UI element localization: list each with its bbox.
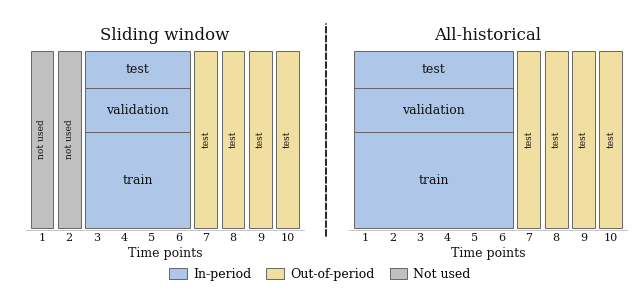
Text: test: test: [579, 131, 588, 148]
X-axis label: Time points: Time points: [451, 247, 525, 260]
Text: test: test: [606, 131, 615, 148]
Text: validation: validation: [402, 104, 465, 117]
Bar: [545, 51, 568, 228]
Text: test: test: [201, 131, 211, 148]
Text: validation: validation: [106, 104, 169, 117]
Bar: [249, 51, 272, 228]
Text: train: train: [418, 174, 449, 187]
X-axis label: Time points: Time points: [127, 247, 202, 260]
Text: test: test: [552, 131, 561, 148]
Text: not used: not used: [65, 120, 74, 159]
Bar: [58, 51, 81, 228]
Text: test: test: [524, 131, 534, 148]
Bar: [195, 51, 217, 228]
Bar: [354, 51, 513, 228]
Bar: [518, 51, 540, 228]
Bar: [276, 51, 299, 228]
Bar: [221, 51, 244, 228]
Text: not used: not used: [38, 120, 47, 159]
Bar: [572, 51, 595, 228]
Text: test: test: [283, 131, 292, 148]
Bar: [600, 51, 622, 228]
Text: test: test: [422, 63, 445, 76]
Text: train: train: [122, 174, 153, 187]
Text: test: test: [256, 131, 265, 148]
Bar: [31, 51, 54, 228]
Legend: In-period, Out-of-period, Not used: In-period, Out-of-period, Not used: [164, 263, 476, 286]
Bar: [85, 51, 190, 228]
Title: Sliding window: Sliding window: [100, 27, 230, 44]
Text: test: test: [228, 131, 237, 148]
Title: All-historical: All-historical: [435, 27, 541, 44]
Text: test: test: [125, 63, 149, 76]
